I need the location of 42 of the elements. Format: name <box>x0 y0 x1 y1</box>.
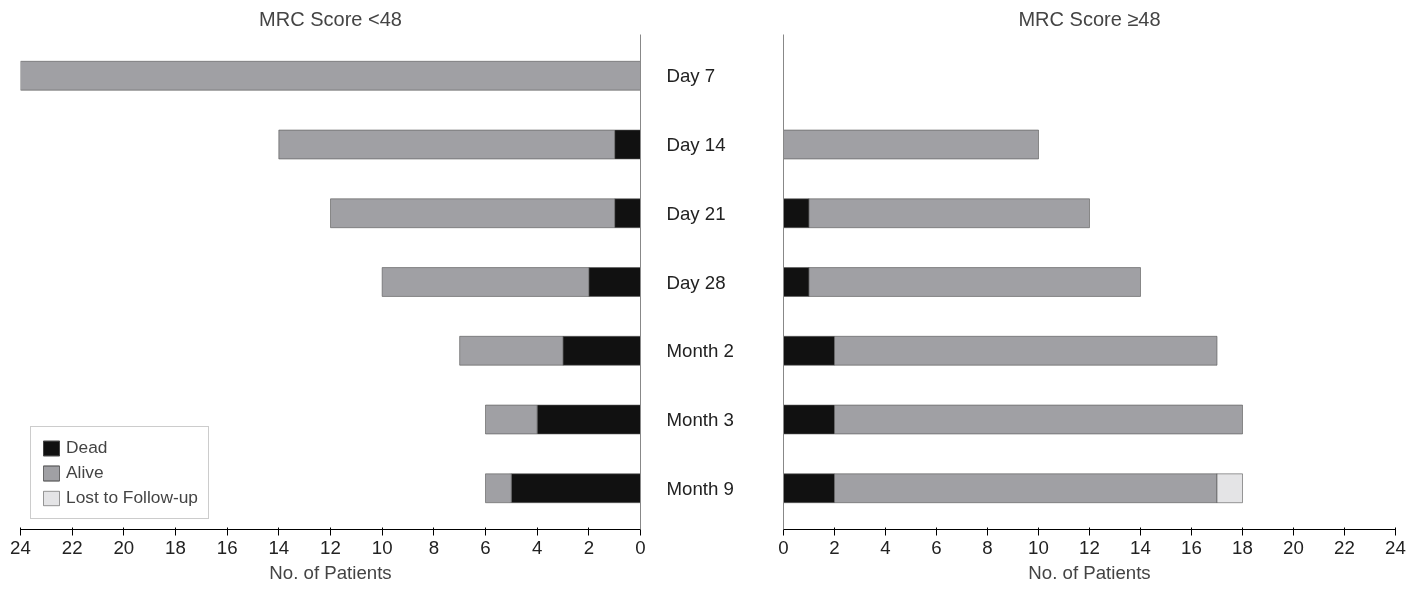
chart-title: MRC Score <48 <box>259 7 402 30</box>
x-tick-label: 6 <box>480 536 491 558</box>
x-tick-label: 24 <box>10 536 31 558</box>
x-tick-label: 16 <box>1181 536 1202 558</box>
bar <box>20 61 641 91</box>
y-tick-label: Month 3 <box>666 409 734 430</box>
x-tick-label: 14 <box>268 536 290 558</box>
y-tick-label: Day 14 <box>666 134 726 155</box>
x-tick-label: 22 <box>61 536 83 558</box>
y-tick-label: Day 21 <box>666 202 726 224</box>
legend-label: Lost to Follow-up <box>66 487 198 508</box>
x-tick-label: 22 <box>1334 536 1355 558</box>
x-axis-title: No. of Patients <box>1028 561 1151 583</box>
chart-title: MRC Score ≥48 <box>1018 7 1161 30</box>
x-tick-label: 8 <box>982 536 993 558</box>
x-tick-label: 2 <box>583 536 595 558</box>
y-tick-label: Day 7 <box>666 65 716 87</box>
x-axis-title: No. of Patients <box>269 561 392 583</box>
legend-label: Dead <box>66 437 108 458</box>
x-tick-label: 4 <box>531 536 543 558</box>
x-tick-label: 2 <box>829 536 840 558</box>
legend-label: Alive <box>66 462 104 483</box>
x-tick-label: 18 <box>1232 536 1253 558</box>
x-tick-label: 20 <box>1283 536 1304 558</box>
x-tick-label: 12 <box>1079 536 1100 558</box>
x-tick-label: 24 <box>1385 536 1406 558</box>
x-tick-label: 14 <box>1130 536 1151 558</box>
x-tick-label: 4 <box>880 536 891 558</box>
y-tick-label: Month 9 <box>666 477 734 499</box>
x-tick-label: 0 <box>635 536 646 558</box>
x-tick-label: 18 <box>165 536 186 558</box>
y-tick-label: Day 28 <box>666 271 726 293</box>
y-tick-label: Month 2 <box>666 340 734 362</box>
x-tick-label: 10 <box>1028 536 1049 558</box>
x-tick-label: 6 <box>931 536 942 558</box>
x-tick-label: 8 <box>428 536 440 558</box>
x-tick-label: 12 <box>320 536 341 558</box>
x-tick-label: 20 <box>113 536 135 558</box>
x-tick-label: 10 <box>371 536 393 558</box>
bar <box>783 129 1039 160</box>
x-tick-label: 16 <box>216 536 238 558</box>
x-tick-label: 0 <box>778 536 789 558</box>
